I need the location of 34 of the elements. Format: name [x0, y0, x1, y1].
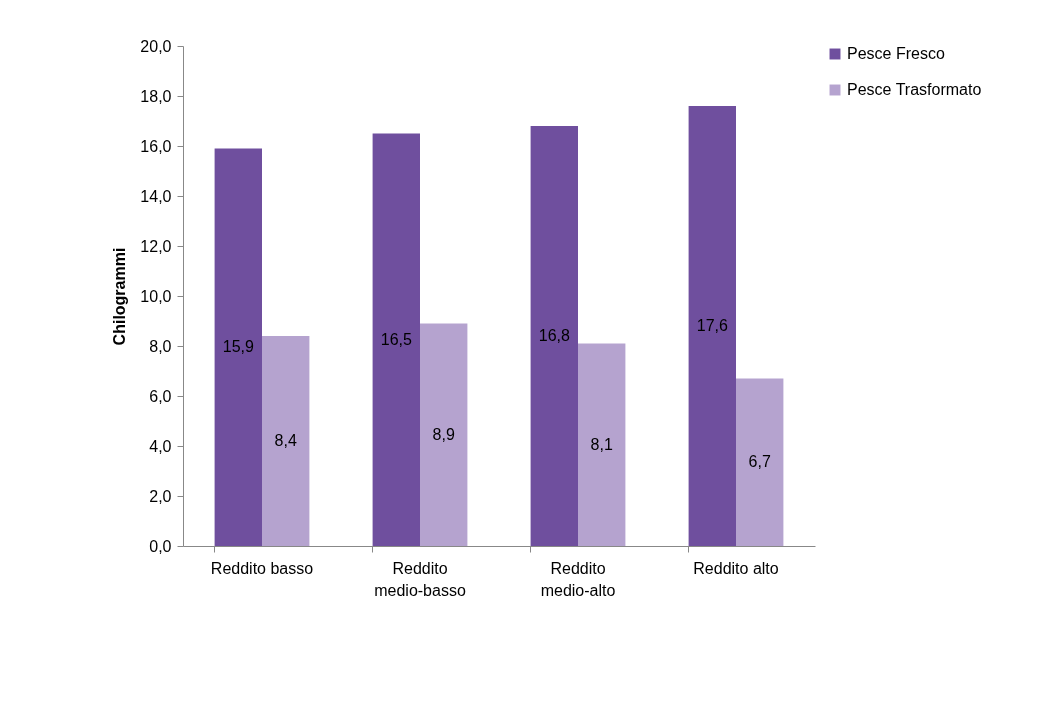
legend-label: Pesce Trasformato: [847, 81, 982, 98]
x-tick-label: Reddito medio-basso: [374, 559, 466, 599]
x-tick-label: Reddito alto: [693, 559, 779, 577]
y-tick-label: 14,0: [140, 187, 172, 205]
data-label: 8,4: [274, 432, 297, 449]
bar: [262, 336, 310, 546]
data-label: 8,9: [432, 425, 455, 443]
y-tick-label: 12,0: [140, 237, 172, 255]
y-tick-label: 10,0: [140, 287, 172, 305]
bar: [736, 378, 784, 546]
data-label: 15,9: [222, 338, 254, 356]
y-tick-label: 20,0: [140, 37, 172, 55]
bar: [578, 343, 626, 546]
legend-label: Pesce Fresco: [847, 45, 945, 62]
y-tick-label: 4,0: [149, 437, 172, 455]
x-tick-label: Reddito basso: [210, 559, 314, 577]
data-label: 17,6: [696, 317, 728, 334]
x-tick-label: Reddito medio-alto: [540, 559, 616, 599]
data-label: 8,1: [590, 435, 613, 453]
y-axis-title: Chilogrammi: [111, 247, 129, 346]
data-label: 16,8: [538, 327, 570, 344]
y-tick-label: 2,0: [149, 487, 172, 505]
y-tick-label: 6,0: [149, 387, 172, 405]
bar: [420, 323, 468, 546]
y-tick-label: 0,0: [149, 537, 172, 555]
bar: [372, 133, 420, 546]
bar: [530, 126, 578, 546]
bar: [688, 106, 736, 546]
bar: [214, 148, 262, 546]
data-label: 16,5: [380, 330, 412, 348]
y-tick-label: 18,0: [140, 87, 172, 105]
y-tick-label: 16,0: [140, 137, 172, 155]
data-label: 6,7: [748, 453, 771, 471]
y-tick-label: 8,0: [149, 337, 172, 355]
